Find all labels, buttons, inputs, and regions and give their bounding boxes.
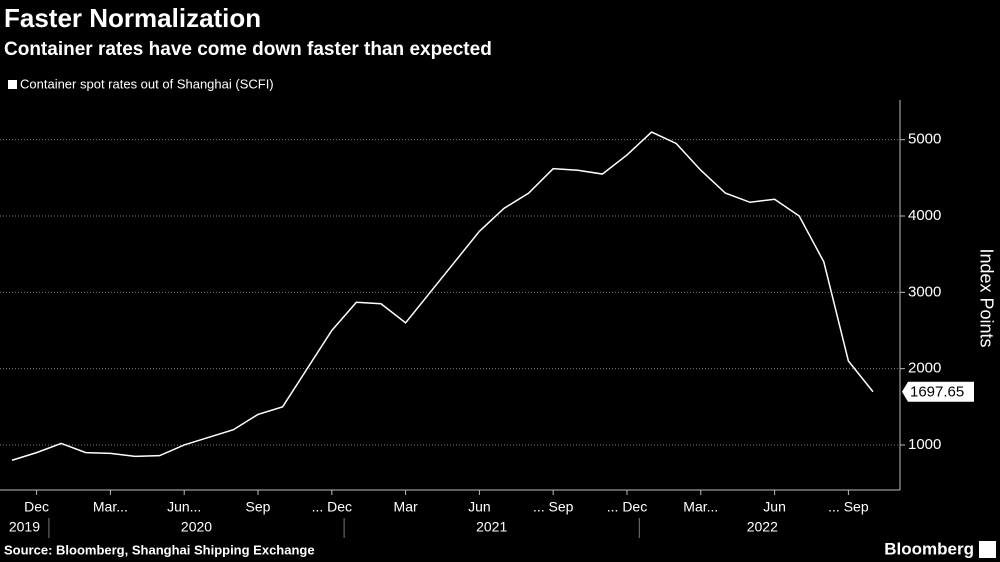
brand-icon bbox=[979, 541, 996, 558]
year-label: 2022 bbox=[747, 519, 778, 535]
x-tick-label: Mar... bbox=[683, 499, 718, 515]
x-tick-label: Jun... bbox=[167, 499, 201, 515]
chart-title: Faster Normalization bbox=[4, 3, 261, 33]
x-tick-label: Mar... bbox=[93, 499, 128, 515]
y-tick-label: 3000 bbox=[908, 283, 941, 300]
x-tick-label: ... Dec bbox=[607, 499, 647, 515]
x-tick-label: Sep bbox=[246, 499, 271, 515]
y-tick-label: 1000 bbox=[908, 436, 941, 453]
last-value-label: 1697.65 bbox=[910, 384, 964, 401]
x-tick-label: ... Sep bbox=[828, 499, 869, 515]
x-tick-label: Jun bbox=[468, 499, 491, 515]
legend-label: Container spot rates out of Shanghai (SC… bbox=[20, 76, 274, 91]
x-tick-label: ... Dec bbox=[312, 499, 352, 515]
year-label: 2021 bbox=[476, 519, 507, 535]
year-label: 2019 bbox=[9, 519, 40, 535]
year-label: 2020 bbox=[181, 519, 212, 535]
y-tick-label: 5000 bbox=[908, 131, 941, 148]
y-tick-label: 4000 bbox=[908, 207, 941, 224]
chart-subtitle: Container rates have come down faster th… bbox=[4, 39, 492, 60]
x-tick-label: ... Sep bbox=[533, 499, 574, 515]
line bbox=[11, 131, 874, 461]
brand: Bloomberg bbox=[884, 539, 974, 558]
y-tick-label: 2000 bbox=[908, 360, 941, 377]
legend-swatch bbox=[8, 80, 17, 89]
source: Source: Bloomberg, Shanghai Shipping Exc… bbox=[4, 542, 315, 557]
x-tick-label: Mar bbox=[394, 499, 418, 515]
y-axis-label: Index Points bbox=[976, 248, 996, 347]
x-tick-label: Dec bbox=[24, 499, 49, 515]
x-tick-label: Jun bbox=[763, 499, 786, 515]
last-value-box bbox=[902, 381, 974, 402]
